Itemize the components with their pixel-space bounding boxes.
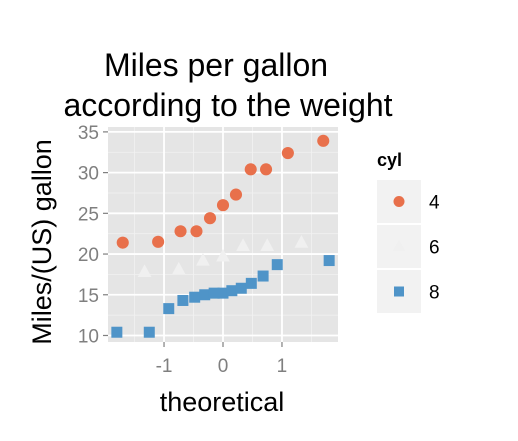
data-point-cyl-4 — [317, 134, 330, 147]
legend-title: cyl — [377, 150, 402, 170]
data-point-cyl-8 — [177, 294, 189, 306]
data-point-cyl-8 — [235, 282, 247, 294]
y-tick-label: 10 — [78, 326, 99, 347]
legend-item-cyl-6: 6 — [377, 225, 440, 268]
data-point-cyl-4 — [152, 235, 165, 248]
data-point-cyl-6 — [171, 261, 186, 275]
legend-key-marker-cyl-6 — [392, 239, 406, 252]
chart-title-line-2: according to the weight — [63, 87, 392, 123]
legend-item-cyl-4: 4 — [377, 180, 440, 223]
data-point-cyl-6 — [236, 238, 250, 251]
data-point-cyl-8 — [111, 326, 123, 338]
data-point-cyl-4 — [260, 163, 273, 176]
data-point-cyl-4 — [203, 212, 217, 225]
y-axis-ticks: 10 15 20 25 30 35 — [78, 123, 108, 347]
legend-key-marker-cyl-8 — [394, 286, 404, 297]
x-tick-label: 1 — [277, 356, 288, 377]
data-point-cyl-8 — [143, 326, 155, 338]
legend-key-marker-cyl-4 — [393, 196, 405, 207]
data-point-cyl-8 — [189, 291, 201, 303]
data-point-cyl-6 — [260, 238, 275, 251]
y-tick-label: 15 — [78, 286, 99, 307]
data-point-cyl-4 — [174, 225, 187, 238]
data-point-cyl-8 — [217, 287, 229, 299]
legend-item-cyl-8: 8 — [377, 270, 440, 313]
chart-title-line-1: Miles per gallon — [104, 47, 328, 83]
legend-label-cyl-6: 6 — [429, 238, 440, 259]
data-point-cyl-8 — [208, 287, 220, 299]
data-points — [111, 134, 335, 338]
x-tick-label: 0 — [218, 356, 229, 377]
data-point-cyl-8 — [257, 270, 269, 282]
data-point-cyl-4 — [281, 147, 294, 160]
y-tick-label: 25 — [78, 204, 99, 225]
legend: cyl 4 6 8 — [377, 150, 440, 313]
data-point-cyl-6 — [294, 235, 309, 248]
x-axis-ticks: -1 0 1 — [156, 342, 288, 377]
data-point-cyl-8 — [226, 285, 238, 297]
data-point-cyl-4 — [190, 225, 203, 238]
data-point-cyl-8 — [323, 255, 335, 267]
y-tick-label: 35 — [78, 123, 99, 144]
legend-label-cyl-4: 4 — [429, 193, 440, 214]
data-point-cyl-6 — [196, 252, 210, 266]
y-tick-label: 20 — [78, 245, 99, 266]
y-tick-label: 30 — [78, 164, 99, 185]
data-point-cyl-4 — [116, 236, 129, 249]
data-point-cyl-4 — [244, 163, 257, 176]
data-point-cyl-4 — [216, 199, 230, 212]
data-point-cyl-4 — [229, 188, 243, 201]
data-point-cyl-6 — [216, 248, 230, 262]
data-point-cyl-8 — [271, 259, 283, 271]
legend-label-cyl-8: 8 — [429, 283, 440, 304]
data-point-cyl-8 — [163, 303, 175, 315]
data-point-cyl-8 — [245, 277, 257, 289]
data-point-cyl-8 — [199, 289, 211, 301]
y-axis-title: Miles/(US) gallon — [27, 139, 57, 345]
data-point-cyl-6 — [137, 264, 152, 278]
x-axis-title: theoretical — [160, 387, 285, 417]
x-tick-label: -1 — [156, 356, 173, 377]
